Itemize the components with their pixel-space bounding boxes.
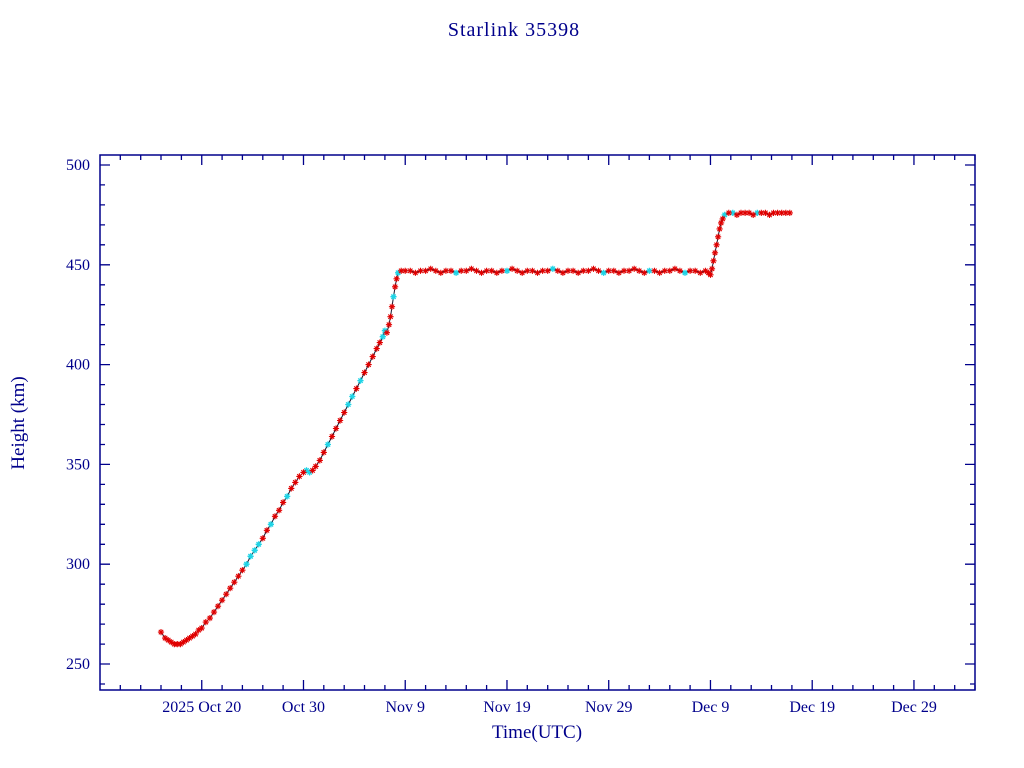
- x-tick-label: Dec 9: [692, 699, 730, 716]
- x-tick-label: Dec 19: [789, 699, 835, 716]
- x-tick-label: Nov 9: [385, 699, 425, 716]
- x-tick-label: 2025 Oct 20: [162, 699, 241, 716]
- y-tick-label: 350: [66, 456, 90, 473]
- x-axis-label: Time(UTC): [492, 722, 582, 743]
- y-tick-label: 400: [66, 357, 90, 374]
- x-tick-label: Oct 30: [282, 699, 325, 716]
- y-tick-label: 250: [66, 656, 90, 673]
- height-series-line: [160, 212, 790, 645]
- x-tick-label: Nov 29: [585, 699, 633, 716]
- chart-title: Starlink 35398: [448, 19, 580, 41]
- plot-frame: [99, 154, 976, 691]
- y-axis-label: Height (km): [8, 376, 29, 469]
- markers-secondary-cyan: [243, 209, 761, 568]
- markers-primary-red: [157, 209, 793, 648]
- x-tick-label: Nov 19: [483, 699, 531, 716]
- y-tick-label: 300: [66, 556, 90, 573]
- x-tick-label: Dec 29: [891, 699, 937, 716]
- y-tick-label: 450: [66, 257, 90, 274]
- axis-ticks: [100, 155, 976, 690]
- y-tick-label: 500: [66, 157, 90, 174]
- plot-area: 2025 Oct 20 Oct 30 Nov 9 Nov 19 Nov 29 Dec 9 D…: [66, 154, 976, 716]
